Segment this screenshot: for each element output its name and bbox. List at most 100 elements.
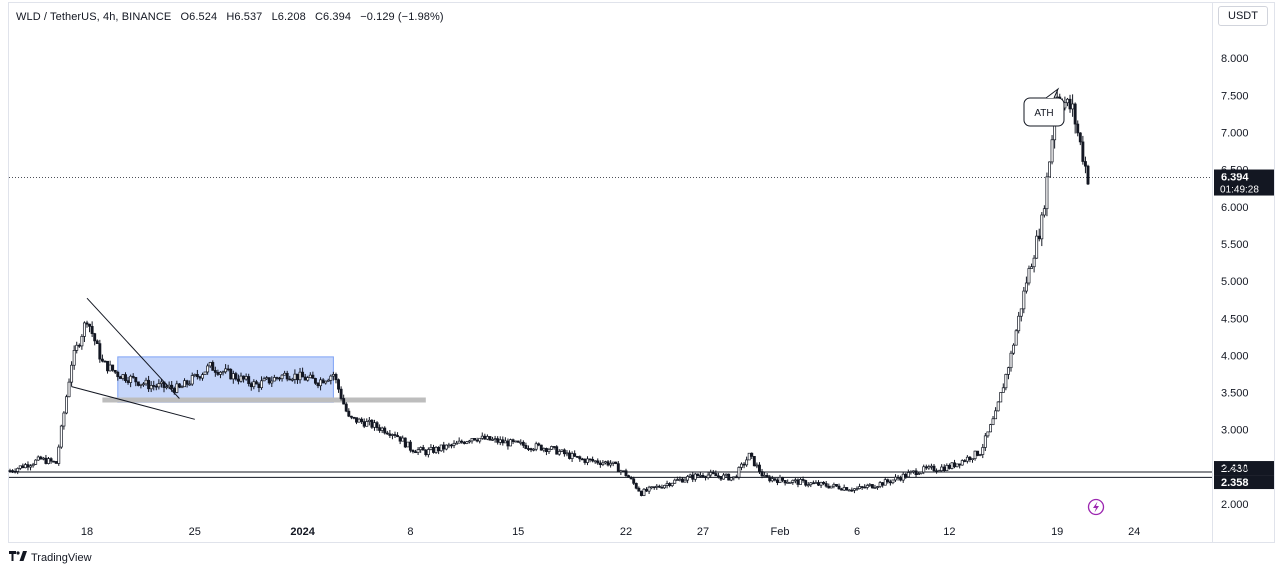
candle-body (378, 427, 382, 431)
x-tick-label: 27 (697, 526, 709, 538)
candle-body (396, 435, 400, 438)
tradingview-logo[interactable]: TradingView (9, 551, 92, 564)
candle-body (57, 446, 61, 464)
candle-body (883, 479, 887, 486)
candle-body (555, 446, 559, 455)
candle-body (768, 476, 772, 482)
candle-body (527, 448, 530, 450)
y-tick-label: 4.000 (1221, 350, 1249, 362)
candle-body (1006, 367, 1010, 375)
candle-body (357, 418, 361, 423)
currency-button[interactable]: USDT (1218, 6, 1268, 26)
candle-body (801, 479, 805, 481)
candle-body (863, 486, 867, 489)
candle-body (154, 385, 158, 388)
candle-body (426, 449, 430, 456)
symbol-legend: WLD / TetherUS, 4h, BINANCE O6.524 H6.53… (16, 11, 450, 23)
candle-body (432, 446, 435, 453)
candle-body (337, 379, 340, 390)
candle-body (206, 365, 210, 373)
candle-body (319, 379, 323, 387)
candle-body (999, 392, 1003, 403)
candle-body (698, 475, 702, 477)
tradingview-logo-icon (9, 551, 27, 564)
candle-body (52, 460, 56, 463)
candle-body (906, 472, 910, 478)
candle-body (542, 448, 546, 451)
chart-pane[interactable] (8, 2, 1213, 543)
candle-body (634, 482, 638, 489)
candle-body (783, 480, 787, 484)
candle-body (167, 384, 171, 388)
candle-body (118, 376, 122, 379)
candle-body (159, 381, 163, 384)
candle-body (367, 419, 371, 422)
candle-body (65, 396, 68, 414)
y-tick-label: 8.000 (1221, 53, 1249, 65)
candle-body (491, 439, 494, 441)
candle-body (1078, 132, 1082, 143)
candle-body (267, 377, 271, 384)
candle-body (537, 443, 541, 446)
candle-body (1022, 290, 1026, 310)
candle-body (293, 373, 297, 380)
candle-body (1045, 176, 1049, 210)
candle-body (39, 456, 43, 460)
candle-body (532, 448, 536, 451)
candle-body (729, 477, 733, 481)
candle-body (804, 480, 808, 486)
candle-body (632, 478, 636, 484)
candle-body (203, 371, 207, 375)
candle-body (437, 446, 441, 452)
candle-body (193, 374, 197, 376)
candle-body (1076, 123, 1080, 134)
candle-body (452, 442, 456, 446)
candle-body (488, 436, 492, 441)
candle-body (411, 449, 415, 453)
candle-body (791, 479, 795, 483)
candle-body (868, 484, 872, 486)
candle-body (172, 388, 176, 393)
candle-body (462, 441, 466, 444)
candle-body (306, 377, 310, 381)
candle-body (111, 364, 115, 371)
candle-body (113, 369, 117, 373)
candle-body (408, 441, 412, 451)
candle-body (896, 476, 900, 479)
candle-body (909, 471, 913, 473)
candle-body (465, 441, 469, 444)
candle-body (529, 448, 533, 451)
candle-body (811, 482, 815, 485)
candle-body (183, 380, 186, 388)
candle-body (873, 487, 877, 489)
candle-body (781, 476, 785, 481)
candle-body (1073, 103, 1077, 125)
candle-body (842, 487, 846, 491)
candle-body (591, 458, 595, 462)
candle-body (288, 378, 292, 381)
candle-body (390, 434, 394, 436)
candle-body (621, 470, 625, 473)
candle-body (59, 425, 63, 448)
candle-body (722, 474, 725, 480)
candle-body (560, 449, 564, 452)
ath-label: ATH (1034, 108, 1053, 119)
candle-body (355, 417, 358, 423)
candle-body (770, 478, 774, 482)
candle-body (568, 452, 571, 459)
candle-body (211, 362, 215, 371)
candle-body (388, 433, 392, 436)
candle-body (935, 470, 939, 473)
candle-body (799, 479, 802, 485)
candle-body (904, 473, 908, 478)
price-axis[interactable] (1213, 2, 1275, 543)
candle-body (734, 476, 738, 479)
candle-body (562, 449, 566, 455)
candle-body (814, 482, 818, 484)
candle-body (116, 371, 120, 378)
candle-body (242, 375, 246, 380)
candle-body (1027, 268, 1031, 284)
candle-body (1066, 98, 1069, 104)
candle-body (95, 340, 99, 344)
candle-body (840, 488, 844, 491)
